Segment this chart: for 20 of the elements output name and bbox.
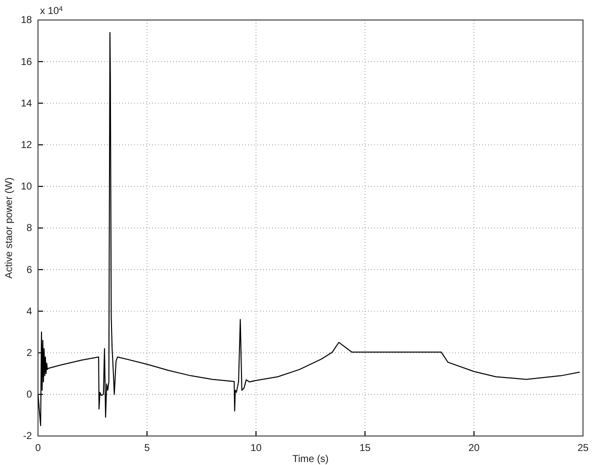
y-tick-label: -2 xyxy=(23,431,32,442)
y-axis-title: Active staor power (W) xyxy=(4,177,15,279)
y-tick-label: 18 xyxy=(20,15,32,26)
y-tick-label: 0 xyxy=(26,390,32,401)
y-tick-label: 12 xyxy=(20,140,32,151)
y-tick-label: 2 xyxy=(26,348,32,359)
x-axis-title: Time (s) xyxy=(292,454,329,465)
y-tick-label: 10 xyxy=(20,182,32,193)
y-tick-label: 8 xyxy=(26,223,32,234)
x-tick-label: 20 xyxy=(468,443,480,454)
x-tick-label: 5 xyxy=(144,443,150,454)
y-tick-label: 4 xyxy=(26,306,32,318)
x-tick-label: 10 xyxy=(250,443,262,454)
y-tick-label: 16 xyxy=(20,56,32,68)
x-tick-label: 0 xyxy=(35,443,42,454)
x-tick-label: 15 xyxy=(359,443,371,454)
text: x 10$^{4}$ xyxy=(40,6,63,17)
x-tick-label: 25 xyxy=(577,443,589,454)
y-tick-label: 6 xyxy=(26,264,32,276)
y-tick-label: 14 xyxy=(20,98,32,110)
